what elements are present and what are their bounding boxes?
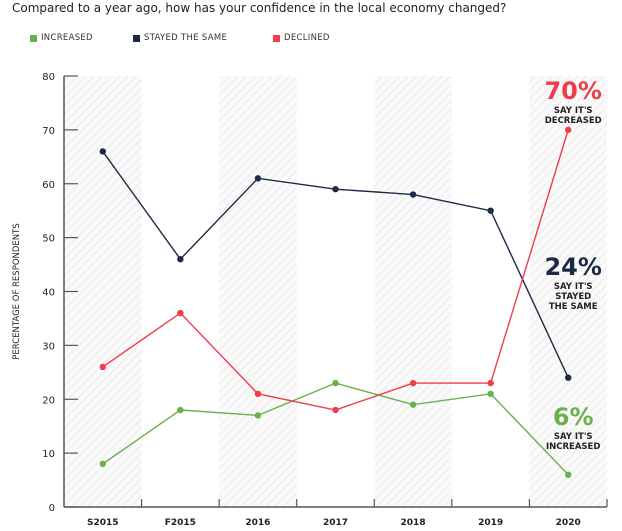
data-point: [99, 460, 106, 468]
annotation-value: 6%: [553, 403, 594, 431]
data-point: [487, 379, 494, 387]
data-point: [254, 390, 262, 398]
data-point: [177, 309, 184, 317]
y-tick-label: 70: [42, 126, 55, 137]
x-tick-label: F2015: [165, 518, 196, 528]
data-point: [565, 374, 572, 381]
annotation-text: SAY IT'S: [554, 106, 593, 116]
data-point: [332, 379, 339, 387]
legend-swatch: [133, 34, 140, 42]
series-line-2: [102, 129, 569, 411]
data-point: [565, 126, 572, 134]
annotation-value: 70%: [544, 77, 601, 105]
data-point: [332, 406, 339, 414]
legend-item-stayed: STAYED THE SAME: [133, 33, 227, 43]
legend-swatch: [30, 34, 37, 42]
y-tick-label: 80: [42, 72, 55, 83]
x-tick-label: S2015: [87, 518, 119, 528]
chart-title: Compared to a year ago, how has your con…: [12, 1, 507, 15]
x-tick-label: 2017: [323, 518, 348, 528]
data-point: [254, 175, 262, 182]
legend-label: STAYED THE SAME: [144, 33, 228, 43]
shaded-column: [374, 76, 452, 507]
annotation-text: STAYED: [555, 292, 591, 302]
legend-item-increased: INCREASED: [30, 33, 93, 43]
y-tick-label: 10: [42, 449, 55, 460]
legend-label: INCREASED: [41, 33, 93, 43]
data-point: [254, 412, 262, 419]
legend-label: DECLINED: [284, 33, 330, 43]
y-tick-label: 40: [42, 288, 55, 299]
series-line-0: [102, 382, 569, 476]
annotation-text: INCREASED: [546, 442, 600, 452]
data-point: [99, 148, 106, 155]
data-point: [177, 406, 184, 414]
x-tick-label: 2020: [556, 518, 581, 528]
series-line-1: [102, 151, 569, 378]
x-tick-label: 2016: [245, 518, 270, 528]
y-tick-label: 20: [42, 395, 55, 406]
x-tick-label: 2018: [401, 518, 426, 528]
annotation-text: THE SAME: [549, 302, 598, 312]
data-point: [487, 390, 494, 398]
y-tick-label: 60: [42, 180, 55, 191]
annotation-text: SAY IT'S: [554, 432, 593, 442]
annotation-text: SAY IT'S: [554, 282, 593, 292]
y-tick-label: 30: [42, 341, 55, 352]
annotation-text: DECREASED: [545, 116, 602, 126]
data-point: [409, 401, 417, 408]
y-axis-label: PERCENTAGE OF RESPONDENTS: [12, 223, 22, 360]
data-point: [565, 471, 572, 478]
annotation-value: 24%: [544, 253, 601, 281]
x-tick-label: 2019: [478, 518, 503, 528]
data-point: [487, 207, 494, 214]
y-tick-label: 0: [49, 503, 55, 514]
legend-swatch: [273, 34, 280, 42]
y-tick-label: 50: [42, 234, 55, 245]
shaded-column: [219, 76, 297, 507]
data-point: [332, 185, 339, 193]
data-point: [99, 363, 106, 371]
legend-item-declined: DECLINED: [273, 33, 330, 43]
data-point: [177, 255, 184, 263]
data-point: [409, 191, 417, 198]
data-point: [409, 379, 417, 387]
shaded-column: [529, 76, 607, 507]
